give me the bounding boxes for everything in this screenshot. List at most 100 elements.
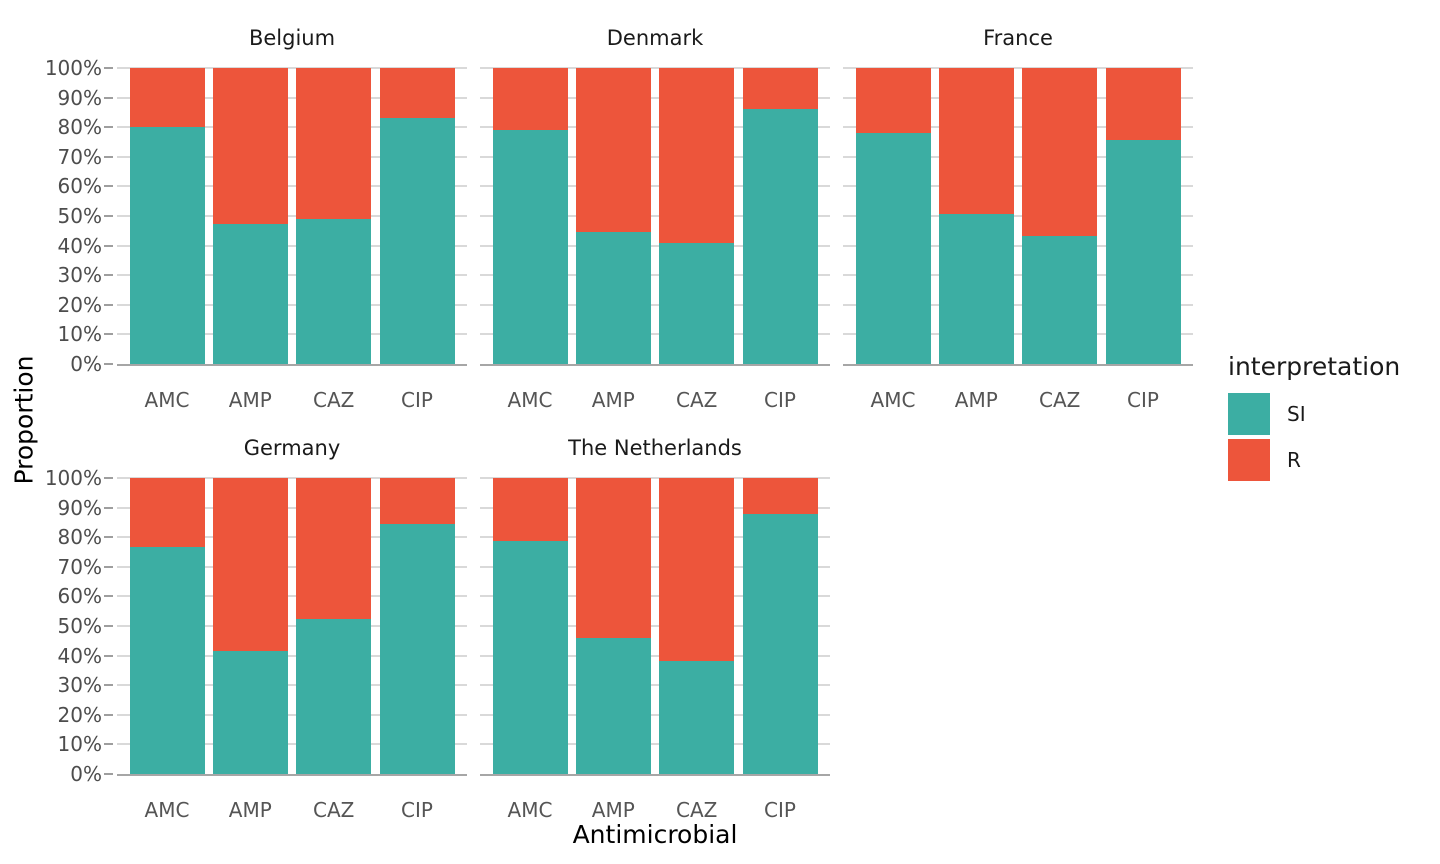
bar-segment-r [492,68,568,130]
y-tick-label: 90% [57,85,102,110]
bar-segment-r [659,478,735,661]
y-tick-label: 100% [44,56,102,80]
gridline [480,185,830,188]
y-tick-mark [104,477,113,479]
bar-segment-si [938,214,1014,364]
y-tick-label: 20% [57,702,102,727]
x-tick-label: AMP [591,798,635,822]
gridline [480,743,830,746]
gridline [843,185,1193,188]
bar-segment-si [855,133,931,364]
stacked-bar [938,68,1014,364]
x-tick-label: AMP [228,388,272,412]
legend-item: SI [1228,393,1400,435]
legend-swatch-si [1228,393,1270,435]
gridline [117,244,467,247]
facet-panel [117,477,467,776]
facet-title: Germany [243,436,341,460]
bar-segment-si [659,243,735,364]
gridline [843,274,1193,277]
stacked-bar [1022,68,1098,364]
y-tick-mark [104,536,113,539]
bar-segment-si [296,219,372,364]
facet-title: France [983,26,1053,50]
stacked-bar [296,68,372,364]
gridline [480,96,830,99]
y-tick-mark [104,67,113,69]
x-tick-label: AMC [507,798,553,822]
stacked-bar [129,68,205,364]
gridline [480,303,830,306]
bar-segment-si [575,637,651,774]
y-tick-label: 50% [57,204,102,228]
x-tick-label: AMC [144,388,190,412]
bar-segment-r [492,478,568,542]
gridline [843,244,1193,247]
stacked-bar [742,68,818,364]
y-tick-mark [104,773,113,775]
y-tick-mark [104,244,113,247]
x-tick-label: CIP [764,388,796,412]
gridline [843,96,1193,99]
y-tick-label: 80% [57,525,102,550]
stacked-bar [855,68,931,364]
gridline [480,654,830,657]
bar-segment-si [1105,140,1181,364]
y-tick-mark [104,215,113,217]
y-tick-mark [104,96,113,99]
bar-segment-si [575,231,651,364]
x-tick-label: CIP [401,798,433,822]
y-tick-label: 70% [57,144,102,169]
y-tick-label: 80% [57,115,102,140]
bar-segment-si [296,619,372,774]
bar-segment-si [212,651,288,774]
stacked-bar [379,478,455,774]
gridline [117,625,467,627]
stacked-bar [492,68,568,364]
bar-segment-si [129,547,205,774]
bar-segment-si [492,129,568,364]
gridline [117,477,467,479]
stacked-bar [129,478,205,774]
gridline [117,96,467,99]
y-tick-mark [104,684,113,687]
x-tick-label: AMC [870,388,916,412]
legend-item: R [1228,439,1400,481]
stacked-bar [575,478,651,774]
bar-segment-r [129,478,205,548]
gridline [117,506,467,509]
bar-segment-r [296,478,372,620]
x-tick-label: CAZ [676,798,718,822]
y-tick-label: 10% [57,732,102,757]
y-tick-mark [104,595,113,598]
legend-item-label: R [1287,448,1301,472]
facet-title: Denmark [606,26,704,50]
y-tick-mark [104,713,113,716]
y-tick-label: 0% [70,762,102,786]
gridline [117,185,467,188]
y-tick-mark [104,333,113,336]
y-tick-label: 30% [57,673,102,698]
gridline [117,743,467,746]
facet-panel [480,477,830,776]
bar-segment-r [212,478,288,652]
x-tick-label: AMP [591,388,635,412]
bar-segment-r [742,68,818,109]
gridline [843,155,1193,158]
bar-segment-si [129,127,205,364]
gridline [117,684,467,687]
y-tick-mark [104,506,113,509]
y-tick-mark [104,743,113,746]
gridline [117,274,467,277]
bar-segment-si [742,514,818,774]
y-tick-label: 70% [57,554,102,579]
gridline [843,67,1193,69]
gridline [480,506,830,509]
bar-segment-r [575,68,651,232]
gridline [117,536,467,539]
stacked-bar [379,68,455,364]
x-tick-label: AMC [507,388,553,412]
gridline [117,126,467,129]
bar-segment-r [575,478,651,638]
bar-segment-r [938,68,1014,215]
